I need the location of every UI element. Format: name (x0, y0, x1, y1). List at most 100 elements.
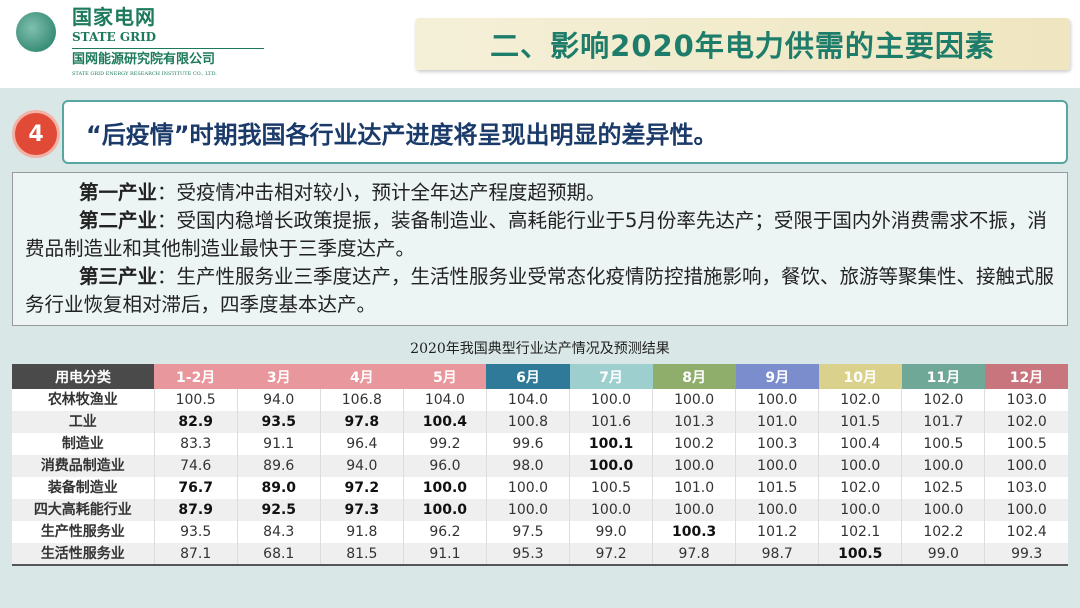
table-cell: 104.0 (402, 389, 487, 411)
paragraph-primary: 第一产业：受疫情冲击相对较小，预计全年达产程度超预期。 (25, 179, 1055, 207)
table-cell: 100.0 (984, 499, 1068, 521)
table-cell: 89.0 (236, 477, 321, 499)
row-label: 制造业 (12, 433, 155, 455)
table-cell: 100.0 (569, 455, 653, 477)
table-cell: 99.0 (901, 543, 985, 565)
table-cell: 96.0 (402, 455, 487, 477)
paragraph-head: 第二产业 (79, 209, 158, 232)
table-cell: 82.9 (153, 411, 238, 433)
table-row: 消费品制造业 74.6 89.6 94.0 96.0 98.0 100.0 100.0 100.… (12, 455, 1068, 477)
table-cell: 104.0 (485, 389, 570, 411)
column-header: 11月 (901, 364, 985, 389)
table-header-row: 用电分类 1-2月 3月 4月 5月 6月 7月 8月 9月 10月 11月 12月 (12, 364, 1068, 389)
table-cell: 100.4 (818, 433, 902, 455)
table-cell: 95.3 (485, 543, 570, 565)
table-row: 农林牧渔业 100.5 94.0 106.8 104.0 104.0 100.0 100.0 1… (12, 389, 1068, 411)
paragraph-body: ：生产性服务业三季度达产，生活性服务业受常态化疫情防控措施影响，餐饮、旅游等聚集… (25, 265, 1055, 316)
table-cell: 100.3 (735, 433, 819, 455)
column-header: 5月 (403, 364, 487, 389)
table-cell: 101.6 (569, 411, 653, 433)
table-cell: 101.2 (735, 521, 819, 543)
table-cell: 92.5 (236, 499, 321, 521)
table-cell: 100.0 (485, 499, 570, 521)
table-cell: 100.0 (569, 389, 653, 411)
subtitle: “后疫情”时期我国各行业达产进度将呈现出明显的差异性。 (62, 100, 1068, 164)
state-grid-logo-icon (16, 12, 56, 52)
table-cell: 89.6 (236, 455, 321, 477)
logo-cn: 国家电网 (72, 5, 156, 29)
table-cell: 100.0 (901, 455, 985, 477)
column-header: 6月 (486, 364, 570, 389)
logo-institute: 国网能源研究院有限公司 (72, 52, 216, 67)
table-row: 工业 82.9 93.5 97.8 100.4 100.8 101.6 101.3 101.0 1… (12, 411, 1068, 433)
table-row: 生产性服务业 93.5 84.3 91.8 96.2 97.5 99.0 100.3 101.2… (12, 521, 1068, 543)
table-cell: 102.0 (818, 477, 902, 499)
table-cell: 100.5 (818, 543, 902, 565)
table-cell: 94.0 (319, 455, 404, 477)
paragraph-body: ：受国内稳增长政策提振，装备制造业、高耗能行业于5月份率先达产；受限于国内外消费… (25, 209, 1047, 260)
table-cell: 106.8 (319, 389, 404, 411)
table-cell: 98.0 (485, 455, 570, 477)
table-cell: 102.4 (984, 521, 1068, 543)
table-cell: 100.1 (569, 433, 653, 455)
table-cell: 87.9 (153, 499, 238, 521)
table-cell: 100.0 (984, 455, 1068, 477)
row-label: 农林牧渔业 (12, 389, 155, 411)
table-row: 四大高耗能行业 87.9 92.5 97.3 100.0 100.0 100.0 100.0 1… (12, 499, 1068, 521)
table-cell: 100.0 (485, 477, 570, 499)
table-cell: 100.5 (984, 433, 1068, 455)
table-cell: 100.0 (569, 499, 653, 521)
lower-content: 第一产业：受疫情冲击相对较小，预计全年达产程度超预期。 第二产业：受国内稳增长政… (12, 172, 1068, 566)
table-caption: 2020年我国典型行业达产情况及预测结果 (410, 341, 670, 357)
table-cell: 97.2 (569, 543, 653, 565)
slide-title: 二、影响2020年电力供需的主要因素 (415, 18, 1070, 70)
table-cell: 100.5 (569, 477, 653, 499)
column-header: 1-2月 (154, 364, 238, 389)
table-cell: 101.7 (901, 411, 985, 433)
table-row: 装备制造业 76.7 89.0 97.2 100.0 100.0 100.5 101.0 101… (12, 477, 1068, 499)
table-cell: 83.3 (153, 433, 238, 455)
text-box: 第一产业：受疫情冲击相对较小，预计全年达产程度超预期。 第二产业：受国内稳增长政… (12, 172, 1068, 326)
column-header: 4月 (320, 364, 404, 389)
table-cell: 96.4 (319, 433, 404, 455)
column-header: 12月 (984, 364, 1068, 389)
paragraph-secondary: 第二产业：受国内稳增长政策提振，装备制造业、高耗能行业于5月份率先达产；受限于国… (25, 207, 1055, 263)
table-cell: 103.0 (984, 389, 1068, 411)
row-label: 生产性服务业 (12, 521, 155, 543)
row-label: 工业 (12, 411, 155, 433)
section-number-badge: 4 (12, 110, 60, 158)
table-cell: 96.2 (402, 521, 487, 543)
table-cell: 100.4 (402, 411, 487, 433)
table-cell: 100.0 (652, 389, 736, 411)
column-header: 用电分类 (12, 364, 155, 389)
table-cell: 100.0 (901, 499, 985, 521)
table-cell: 102.0 (818, 389, 902, 411)
table-cell: 100.8 (485, 411, 570, 433)
table-cell: 101.0 (652, 477, 736, 499)
table-cell: 102.1 (818, 521, 902, 543)
paragraph-tertiary: 第三产业：生产性服务业三季度达产，生活性服务业受常态化疫情防控措施影响，餐饮、旅… (25, 263, 1055, 319)
table-cell: 100.5 (153, 389, 238, 411)
table-cell: 99.3 (984, 543, 1068, 565)
table-cell: 103.0 (984, 477, 1068, 499)
table-cell: 99.2 (402, 433, 487, 455)
table-cell: 93.5 (236, 411, 321, 433)
table-cell: 97.8 (652, 543, 736, 565)
table-cell: 91.1 (402, 543, 487, 565)
table-cell: 97.8 (319, 411, 404, 433)
table-cell: 91.8 (319, 521, 404, 543)
table-cell: 100.0 (818, 499, 902, 521)
table-cell: 81.5 (319, 543, 404, 565)
column-header: 3月 (237, 364, 321, 389)
table-cell: 100.5 (901, 433, 985, 455)
table-cell: 102.2 (901, 521, 985, 543)
table-cell: 100.0 (735, 389, 819, 411)
table-cell: 101.0 (735, 411, 819, 433)
table-cell: 97.2 (319, 477, 404, 499)
row-label: 消费品制造业 (12, 455, 155, 477)
table-cell: 102.0 (984, 411, 1068, 433)
table-cell: 87.1 (153, 543, 238, 565)
row-label: 装备制造业 (12, 477, 155, 499)
table-cell: 100.0 (735, 455, 819, 477)
table-cell: 99.6 (485, 433, 570, 455)
